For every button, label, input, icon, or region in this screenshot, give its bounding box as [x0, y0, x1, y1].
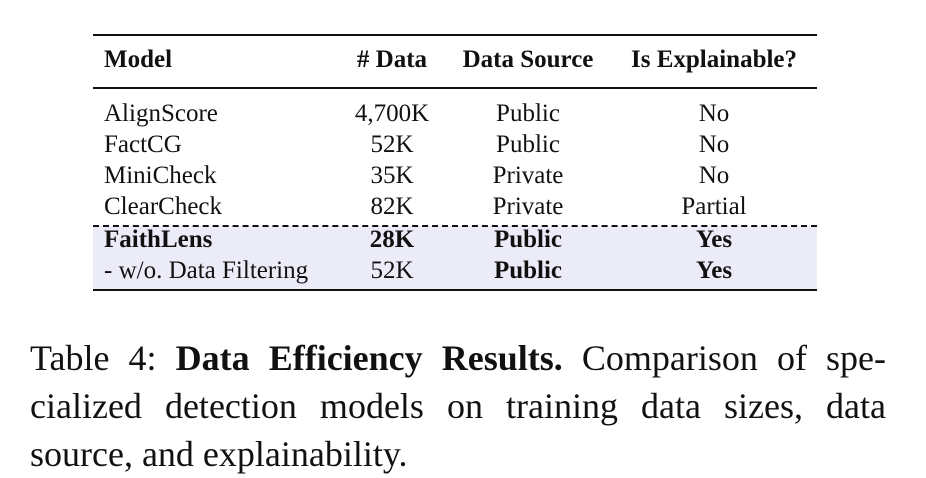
table-cell: 52K — [370, 257, 414, 284]
caption-line: Table 4: Data Efficiency Results. Compar… — [30, 334, 886, 382]
caption-line: cialized detection models on training da… — [30, 386, 886, 426]
table-cell: No — [698, 100, 730, 127]
table-cell: Public — [496, 131, 560, 158]
header-cell: # Data — [356, 46, 428, 73]
table-cell: 82K — [370, 193, 414, 220]
table-cell: 28K — [369, 226, 415, 253]
caption-label: Table 4: — [30, 338, 157, 378]
table-cell: Yes — [695, 226, 733, 253]
header-cell: Is Explainable? — [630, 46, 798, 73]
dashed-rule — [93, 225, 817, 227]
mid-rule — [93, 87, 817, 89]
table-cell: FactCG — [104, 131, 182, 158]
caption-title: Data Efficiency Results. — [175, 338, 563, 378]
header-cell: Data Source — [462, 46, 594, 73]
table-cell: 35K — [370, 162, 414, 189]
table-cell: Public — [496, 100, 560, 127]
top-rule — [93, 34, 817, 36]
table-cell: Private — [492, 162, 564, 189]
table-cell: Partial — [681, 193, 747, 220]
table-cell: No — [698, 162, 730, 189]
highlight — [93, 226, 817, 290]
table-cell: MiniCheck — [104, 162, 217, 189]
table-cell: FaithLens — [104, 226, 213, 253]
table-cell: - w/o. Data Filtering — [104, 257, 309, 284]
table-cell: Public — [493, 257, 563, 284]
table-cell: Yes — [695, 257, 733, 284]
table-cell: No — [698, 131, 730, 158]
header-cell: Model — [104, 46, 173, 73]
table-cell: AlignScore — [104, 100, 218, 127]
table-cell: Public — [493, 226, 563, 253]
bottom-rule — [93, 289, 817, 291]
table-cell: Private — [492, 193, 564, 220]
caption-text: Comparison of spe- — [581, 338, 886, 378]
table-cell: 52K — [370, 131, 414, 158]
table-cell: 4,700K — [354, 100, 430, 127]
caption: Table 4: Data Efficiency Results. Compar… — [30, 334, 886, 478]
caption-line: source, and explainability. — [30, 434, 408, 474]
table-cell: ClearCheck — [104, 193, 223, 220]
